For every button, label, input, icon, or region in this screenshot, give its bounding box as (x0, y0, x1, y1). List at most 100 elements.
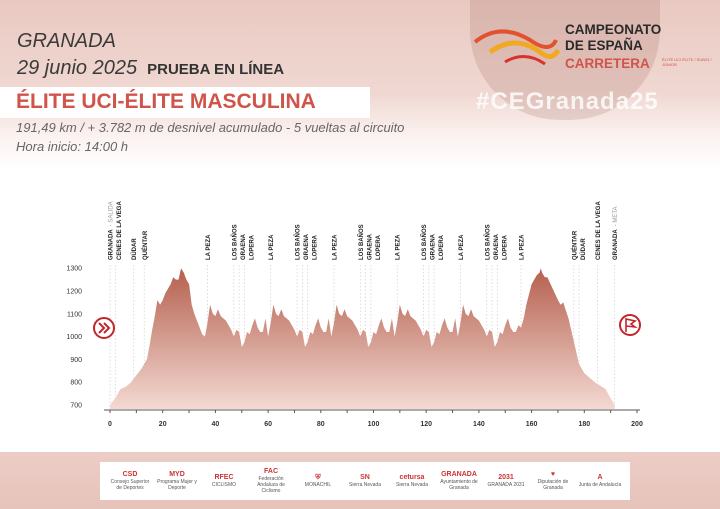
location-note: - SALIDA (109, 201, 115, 226)
sponsor-logo: CSD Consejo Superior de Deportes (108, 471, 152, 491)
location-label: CENES DE LA VEGA (596, 201, 602, 260)
location-note: - META (613, 206, 619, 226)
sponsor-logo-mark: GRANADA (441, 470, 477, 478)
sponsor-logo: ⛨ MONACHIL (296, 473, 340, 488)
location-name: LA PEZA (333, 234, 339, 260)
location-label: LA PEZA (206, 234, 212, 260)
x-tick-label: 80 (317, 421, 325, 428)
location-name: LOPERA (376, 234, 382, 260)
brand-line1: CAMPEONATO (565, 22, 662, 37)
location-label: LOS BAÑOS (295, 224, 302, 260)
campeonato-logo: CAMPEONATO DE ESPAÑA CARRETERA ÉLITE UCI … (470, 22, 715, 72)
sponsor-logo-text: GRANADA 2031 (487, 481, 525, 488)
location-label: GRAENA (241, 233, 247, 260)
location-name: CENES DE LA VEGA (596, 201, 602, 260)
category-title: ÉLITE UCI-ÉLITE MASCULINA (16, 90, 316, 113)
location-name: CENES DE LA VEGA (117, 201, 123, 260)
location-name: QUÉNTAR (141, 230, 149, 260)
location-label: LOPERA (502, 234, 508, 260)
x-tick-label: 100 (368, 421, 380, 428)
location-name: LA PEZA (269, 234, 275, 260)
x-tick-label: 140 (473, 421, 485, 428)
location-label: LOPERA (249, 234, 255, 260)
y-tick-label: 1000 (66, 334, 82, 341)
sponsor-logo: MYD Programa Mujer y Deporte (155, 471, 199, 491)
x-tick-label: 180 (578, 421, 590, 428)
location-name: GRAENA (494, 233, 500, 260)
location-label: LA PEZA (520, 234, 526, 260)
location-label: LOPERA (376, 234, 382, 260)
sponsor-logo-mark: RFEC (214, 473, 234, 481)
location-label: LA PEZA (333, 234, 339, 260)
location-name: LA PEZA (520, 234, 526, 260)
sponsor-logo: SN Sierra Nevada (343, 473, 387, 488)
sponsor-logo: cetursa Sierra Nevada (390, 474, 434, 488)
brand-line3: CARRETERA (565, 56, 650, 71)
x-tick-label: 160 (526, 421, 538, 428)
sponsor-logo-text: Programa Mujer y Deporte (157, 478, 197, 491)
sponsor-logos: CSD Consejo Superior de Deportes MYD Progra… (100, 462, 630, 500)
sponsor-logo-text: MONACHIL (304, 481, 332, 488)
location-label: LOS BAÑOS (421, 224, 428, 260)
location-label: DÚDAR (131, 238, 138, 260)
sponsor-logo-mark: ♥ (550, 470, 556, 478)
sponsor-logo: GRANADA Ayuntamiento de Granada (437, 470, 481, 491)
sponsor-logo-text: Diputación de Granada (537, 478, 569, 491)
location-name: LOS BAÑOS (231, 224, 238, 260)
location-name: GRAENA (431, 233, 437, 260)
sponsor-logo-mark: SN (360, 473, 370, 481)
y-tick-label: 1200 (66, 289, 82, 296)
location-name: DÚDAR (580, 238, 587, 260)
sponsor-logo-text: Junta de Andalucía (578, 481, 622, 488)
location-label: CENES DE LA VEGA (117, 201, 123, 260)
location-label: LOS BAÑOS (231, 224, 238, 260)
location-name: GRAENA (304, 233, 310, 260)
finish-flag-icon (619, 314, 641, 336)
location-label: LOPERA (439, 234, 445, 260)
location-name: LOS BAÑOS (421, 224, 428, 260)
location-name: GRAENA (367, 233, 373, 260)
elevation-profile-chart: 0 20 40 60 80 100 120 140 160 180 200 700 800 900 1000… (66, 201, 643, 428)
x-tick-label: 40 (212, 421, 220, 428)
hashtag: #CEGranada25 (476, 88, 659, 115)
location-label: LOS BAÑOS (484, 224, 491, 260)
location-label: DÚDAR (580, 238, 587, 260)
x-tick-label: 120 (420, 421, 432, 428)
location-label: LA PEZA (396, 234, 402, 260)
location-name: LOPERA (439, 234, 445, 260)
sponsor-logo-text: CICLISMO (211, 481, 237, 488)
start-time: Hora inicio: 14:00 h (16, 139, 129, 154)
route-details: 191,49 km / + 3.782 m de desnivel acumul… (16, 120, 405, 135)
location-name: DÚDAR (131, 238, 138, 260)
location-label: QUÉNTAR (141, 230, 149, 260)
location-name: LA PEZA (206, 234, 212, 260)
sponsor-logo-mark: FAC (264, 467, 278, 475)
y-tick-label: 1300 (66, 266, 82, 273)
sponsor-logo: RFEC CICLISMO (202, 473, 246, 488)
location-label: LA PEZA (269, 234, 275, 260)
location-name: LA PEZA (459, 234, 465, 260)
location-label: QUÉNTAR (570, 230, 578, 260)
y-tick-label: 900 (70, 357, 82, 364)
sponsor-logo-mark: ⛨ (315, 473, 321, 481)
x-tick-label: 0 (108, 421, 112, 428)
location-label: GRAENA (431, 233, 437, 260)
location-label: LOS BAÑOS (358, 224, 365, 260)
sponsor-logo-text: Federación Andaluza de Ciclismo (257, 475, 285, 494)
location-name: LOPERA (249, 234, 255, 260)
x-tick-label: 200 (631, 421, 643, 428)
event-type: PRUEBA EN LÍNEA (147, 61, 285, 78)
location-label: GRAENA (304, 233, 310, 260)
date-text: 29 junio 2025 (17, 57, 138, 79)
location-name: LOS BAÑOS (295, 224, 302, 260)
location-name: LOS BAÑOS (484, 224, 491, 260)
date-line: 29 junio 2025 PRUEBA EN LÍNEA (17, 57, 284, 80)
title-box (0, 87, 370, 118)
sponsor-logo: ♥ Diputación de Granada (531, 470, 575, 491)
location-label: GRAENA (494, 233, 500, 260)
location-label: GRANADA - SALIDA (109, 201, 115, 260)
sponsor-logo: 2031 GRANADA 2031 (484, 474, 528, 488)
location-name: LA PEZA (396, 234, 402, 260)
y-tick-label: 800 (70, 380, 82, 387)
location-name: LOS BAÑOS (358, 224, 365, 260)
